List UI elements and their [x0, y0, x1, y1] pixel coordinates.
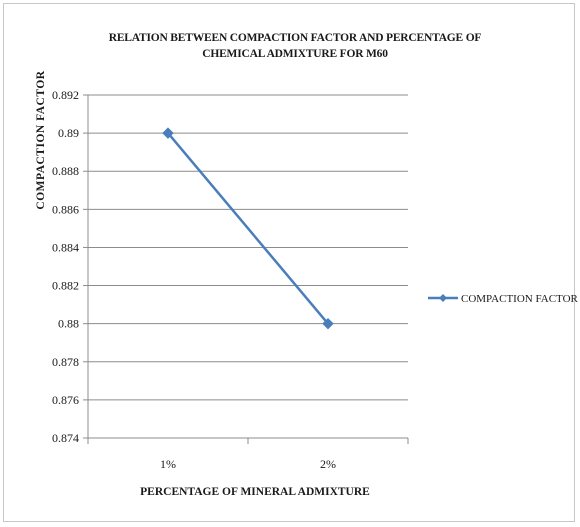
gridlines	[88, 94, 408, 401]
legend: COMPACTION FACTOR	[428, 293, 579, 305]
y-tick-label: 0.878	[52, 355, 79, 369]
chart-title: RELATION BETWEEN COMPACTION FACTOR AND P…	[108, 32, 482, 60]
y-tick-label: 0.89	[58, 126, 79, 140]
y-tick-label: 0.892	[52, 88, 79, 102]
legend-marker	[439, 294, 447, 302]
legend-label: COMPACTION FACTOR	[461, 293, 579, 305]
y-tick-label: 0.876	[52, 393, 79, 407]
data-point	[162, 127, 174, 139]
y-tick-labels: 0.874 0.876 0.878 0.88 0.882 0.884 0.886 0.888 0…	[52, 88, 79, 445]
axes	[83, 94, 409, 444]
series-line	[167, 132, 329, 325]
y-tick-label: 0.884	[52, 240, 79, 254]
chart-frame	[3, 3, 575, 522]
x-tick-labels: 1% 2%	[160, 457, 336, 471]
y-tick-label: 0.886	[52, 202, 79, 216]
x-tick-label: 1%	[160, 457, 176, 471]
data-point	[322, 317, 334, 330]
y-tick-label: 0.874	[52, 431, 79, 445]
x-tick-label: 2%	[320, 457, 336, 471]
x-axis-label: PERCENTAGE OF MINERAL ADMIXTURE	[140, 486, 370, 498]
series-layer	[162, 127, 334, 330]
y-tick-label: 0.888	[52, 164, 79, 178]
y-tick-label: 0.882	[52, 279, 79, 293]
y-tick-label: 0.88	[58, 317, 79, 331]
